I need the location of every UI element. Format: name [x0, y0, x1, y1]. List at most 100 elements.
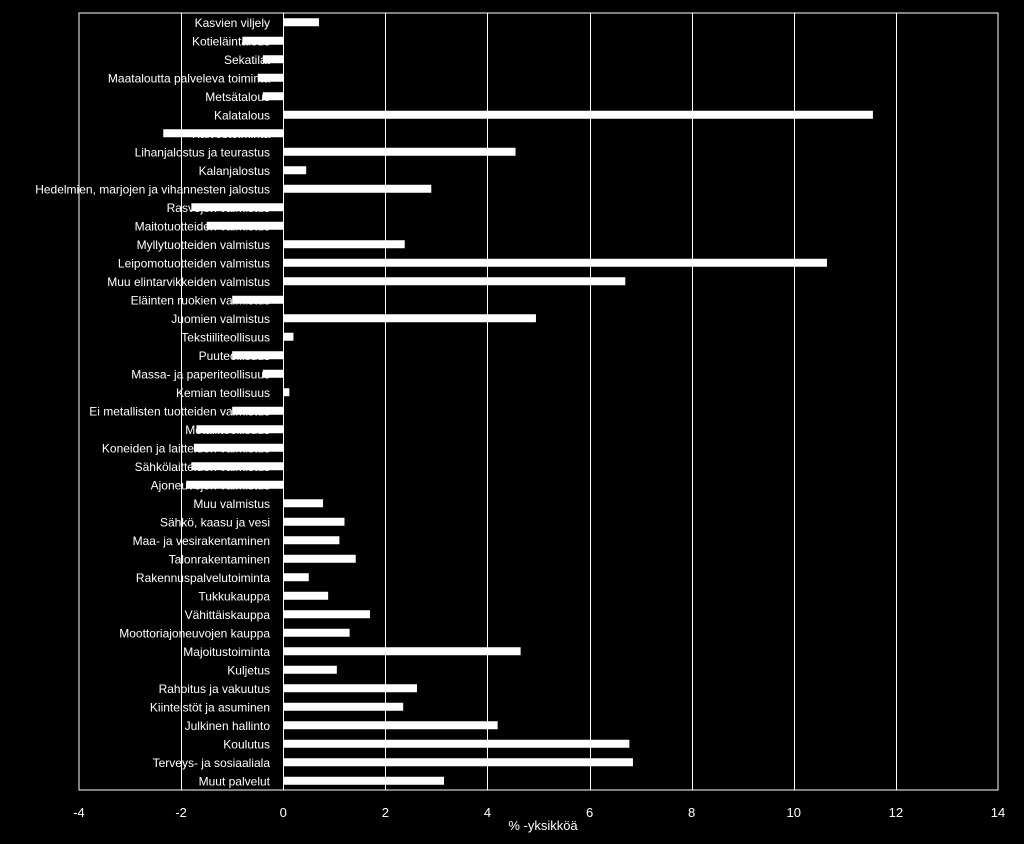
bar [206, 221, 284, 230]
bar [193, 443, 284, 452]
x-tick-label: 2 [382, 805, 389, 820]
category-label: Kaivostoiminta [192, 127, 270, 141]
category-label: Talonrakentaminen [169, 552, 270, 566]
category-label: Majoitustoiminta [183, 645, 270, 659]
bar [191, 462, 284, 471]
bar [283, 739, 630, 748]
bar [283, 536, 340, 545]
bar [283, 684, 417, 693]
category-label: Ei metallisten tuotteiden valmistus [89, 404, 270, 418]
x-tick-label: 10 [787, 805, 801, 820]
bar [283, 665, 337, 674]
bar [163, 129, 284, 138]
category-label: Kasvien viljely [195, 16, 270, 30]
x-tick-label: 4 [484, 805, 491, 820]
category-label: Metsätalous [205, 90, 270, 104]
category-label: Puuteollisuus [199, 349, 270, 363]
category-label: Sähkölaitteiden valmistus [135, 460, 270, 474]
category-label: Terveys- ja sosiaaliala [153, 756, 271, 770]
x-tick-label: -4 [73, 805, 85, 820]
bar [242, 36, 284, 45]
x-tick-label: 6 [586, 805, 593, 820]
bar [262, 369, 284, 378]
bar [283, 388, 290, 397]
bar [283, 240, 405, 249]
bar [232, 351, 284, 360]
plot-border [78, 12, 999, 791]
x-axis-ticks: -4 -2 0 2 4 6 8 10 12 14 [73, 805, 1005, 820]
bar [232, 295, 284, 304]
category-labels: Kasvien viljely Kotieläintalous Sekatilat M… [35, 16, 270, 789]
x-tick-label: -2 [175, 805, 187, 820]
bar [283, 702, 404, 711]
category-label: Kalatalous [214, 108, 270, 122]
category-label: Massa- ja paperiteollisuus [131, 367, 270, 381]
category-label: Lihanjalostus ja teurastus [135, 145, 270, 159]
bar [283, 166, 307, 175]
category-label: Myllytuotteiden valmistus [137, 238, 270, 252]
bar [283, 517, 345, 526]
category-label: Leipomotuotteiden valmistus [118, 256, 270, 270]
gridlines [78, 12, 999, 791]
category-label: Eläinten ruokien valmistus [131, 293, 270, 307]
category-label: Kuljetus [227, 663, 270, 677]
category-label: Kalanjalostus [199, 164, 270, 178]
x-tick-label: 14 [991, 805, 1005, 820]
bar [283, 147, 516, 156]
category-label: Sähkö, kaasu ja vesi [160, 515, 270, 529]
bar [283, 591, 329, 600]
bar [262, 55, 284, 64]
bar [186, 480, 284, 489]
bar [283, 758, 633, 767]
category-label: Tekstiiliteollisuus [181, 330, 270, 344]
category-label: Maitotuotteiden valmistus [135, 219, 270, 233]
category-label: Vähittäiskauppa [185, 608, 271, 622]
x-tick-label: 0 [280, 805, 287, 820]
bar [283, 647, 521, 656]
bar [196, 425, 284, 434]
category-label: Moottoriajoneuvojen kauppa [119, 626, 270, 640]
bar [283, 277, 626, 286]
bar [283, 628, 350, 637]
category-label: Kiinteistöt ja asuminen [150, 700, 270, 714]
category-label: Rakennuspalvelutoiminta [136, 571, 270, 585]
category-label: Julkinen hallinto [185, 719, 271, 733]
category-label: Muu valmistus [193, 497, 270, 511]
bar [283, 573, 309, 582]
bar [257, 73, 284, 82]
category-label: Rahoitus ja vakuutus [159, 682, 270, 696]
bar [283, 18, 319, 27]
category-label: Kemian teollisuus [176, 386, 270, 400]
category-label: Rasvojen valmistus [167, 201, 270, 215]
category-label: Muut palvelut [199, 774, 271, 788]
bar [232, 406, 284, 415]
bar [191, 203, 284, 212]
bar [283, 610, 371, 619]
bar [283, 499, 324, 508]
bar [283, 184, 432, 193]
category-label: Metalliteollisuus [185, 423, 270, 437]
bar [262, 92, 284, 101]
bar [283, 110, 873, 119]
category-label: Hedelmien, marjojen ja vihannesten jalos… [35, 182, 270, 196]
category-label: Juomien valmistus [171, 312, 270, 326]
category-label: Maa- ja vesirakentaminen [133, 534, 270, 548]
x-tick-label: 12 [889, 805, 903, 820]
bar [283, 314, 536, 323]
x-axis-title: % -yksikköä [508, 818, 578, 833]
bars [163, 18, 873, 785]
bar [283, 721, 498, 730]
category-label: Sekatilat [224, 53, 271, 67]
bar [283, 258, 827, 267]
bar [283, 332, 294, 341]
category-label: Tukkukauppa [198, 589, 270, 603]
x-tick-label: 8 [688, 805, 695, 820]
category-label: Muu elintarvikkeiden valmistus [107, 275, 270, 289]
bar [283, 776, 445, 785]
category-label: Ajoneuvojen valmistus [151, 478, 270, 492]
category-label: Koneiden ja laitteiden valmistus [102, 441, 270, 455]
category-label: Kotieläintalous [192, 34, 270, 48]
category-label: Maataloutta palveleva toiminta [108, 71, 270, 85]
category-label: Koulutus [223, 737, 270, 751]
